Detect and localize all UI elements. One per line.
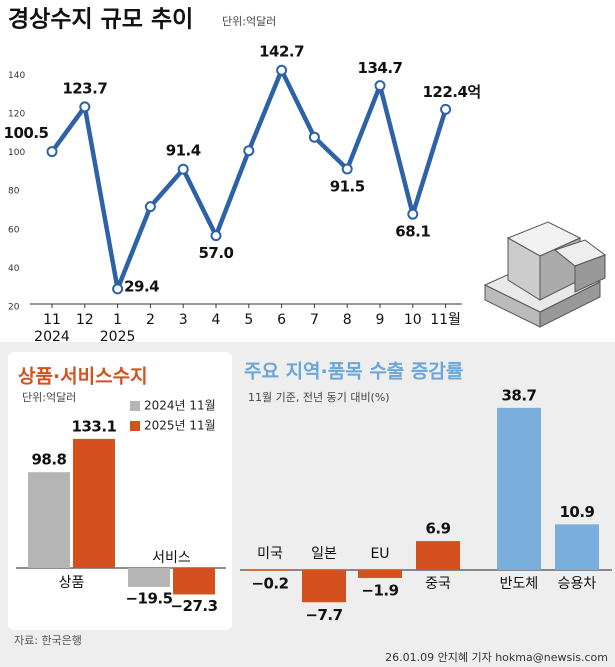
x-tick-label: 7 <box>310 312 319 328</box>
x-tick-label: 11 <box>43 312 61 328</box>
chart-title: 상품·서비스수지 <box>18 366 148 388</box>
marker <box>407 208 419 220</box>
y-tick-label: 80 <box>8 187 20 197</box>
y-tick-label: 60 <box>8 225 20 235</box>
marker <box>341 163 353 175</box>
data-label: 134.7 <box>358 59 403 77</box>
x-tick-label: 9 <box>376 312 385 328</box>
x-tick-label: 11월 <box>430 312 461 328</box>
marker <box>46 146 58 158</box>
data-label: 29.4 <box>124 277 159 295</box>
year-label: 2024 <box>34 329 70 345</box>
bar <box>416 541 460 570</box>
data-label: 91.4 <box>166 142 201 160</box>
bar <box>128 568 170 587</box>
data-label: 91.5 <box>330 178 365 196</box>
marker <box>112 283 124 295</box>
y-tick-label: 40 <box>8 264 20 274</box>
x-tick-label: 1 <box>113 312 122 328</box>
marker <box>243 145 255 157</box>
data-label: 122.4억 <box>422 83 480 101</box>
y-tick-label: 20 <box>8 303 20 313</box>
chart-title: 경상수지 규모 추이 <box>8 7 193 33</box>
data-label: 98.8 <box>31 451 66 469</box>
marker <box>210 230 222 242</box>
marker <box>276 64 288 76</box>
x-tick-label: 중국 <box>425 576 451 592</box>
data-label: 57.0 <box>198 244 233 262</box>
year-label: 2025 <box>100 329 136 345</box>
marker <box>440 103 452 115</box>
legend-swatch <box>130 421 140 431</box>
data-label: −7.7 <box>305 606 342 624</box>
source: 자료: 한국은행 <box>14 634 82 647</box>
data-label: 6.9 <box>425 520 450 538</box>
legend-label: 2024년 11월 <box>144 399 216 413</box>
bar <box>73 438 115 568</box>
unit: 단위:억달러 <box>22 391 76 404</box>
x-tick-label: 상품 <box>59 575 85 591</box>
data-label: 123.7 <box>62 79 107 97</box>
x-tick-label: 12 <box>76 312 94 328</box>
x-tick-label: 반도체 <box>500 576 539 592</box>
bar <box>302 570 346 603</box>
x-tick-label: 3 <box>179 312 188 328</box>
bar <box>555 524 599 570</box>
x-tick-label: 10 <box>404 312 422 328</box>
marker <box>144 201 156 213</box>
marker <box>177 163 189 175</box>
data-label: −0.2 <box>251 574 288 592</box>
marker <box>374 80 386 92</box>
y-tick-label: 120 <box>8 110 25 120</box>
x-tick-label: 6 <box>277 312 286 328</box>
chart-title: 주요 지역·품목 수출 증감률 <box>244 361 463 383</box>
x-tick-label: 8 <box>343 312 352 328</box>
data-label: −27.3 <box>170 597 217 615</box>
bar <box>497 407 541 570</box>
credit: 26.01.09 안지혜 기자 hokma@newsis.com <box>385 651 608 664</box>
bar <box>28 472 70 568</box>
unit: 단위:억달러 <box>222 15 276 28</box>
legend-label: 2025년 11월 <box>144 419 216 433</box>
subtitle: 11월 기준, 전년 동기 대비(%) <box>248 391 390 404</box>
bar <box>248 570 292 571</box>
legend-swatch <box>130 401 140 411</box>
data-label: 133.1 <box>72 417 117 435</box>
bar <box>358 570 402 578</box>
bar <box>173 568 215 595</box>
money-illustration <box>483 221 607 328</box>
x-tick-label: 4 <box>212 312 221 328</box>
x-tick-label: EU <box>370 546 389 562</box>
data-label: 100.5 <box>4 124 49 142</box>
x-tick-label: 승용차 <box>558 576 597 592</box>
y-tick-label: 140 <box>8 71 25 81</box>
data-label: 142.7 <box>259 43 304 61</box>
y-tick-label: 100 <box>8 148 25 158</box>
marker <box>308 131 320 143</box>
data-label: −1.9 <box>361 581 398 599</box>
x-tick-label: 2 <box>146 312 155 328</box>
data-label: 38.7 <box>501 386 536 404</box>
x-tick-label: 5 <box>244 312 253 328</box>
data-label: 68.1 <box>395 223 430 241</box>
x-tick-label: 일본 <box>311 546 337 562</box>
data-label: −19.5 <box>125 589 172 607</box>
x-tick-label: 서비스 <box>152 550 191 566</box>
marker <box>79 101 91 113</box>
x-tick-label: 미국 <box>257 546 283 562</box>
data-label: 10.9 <box>559 503 594 521</box>
